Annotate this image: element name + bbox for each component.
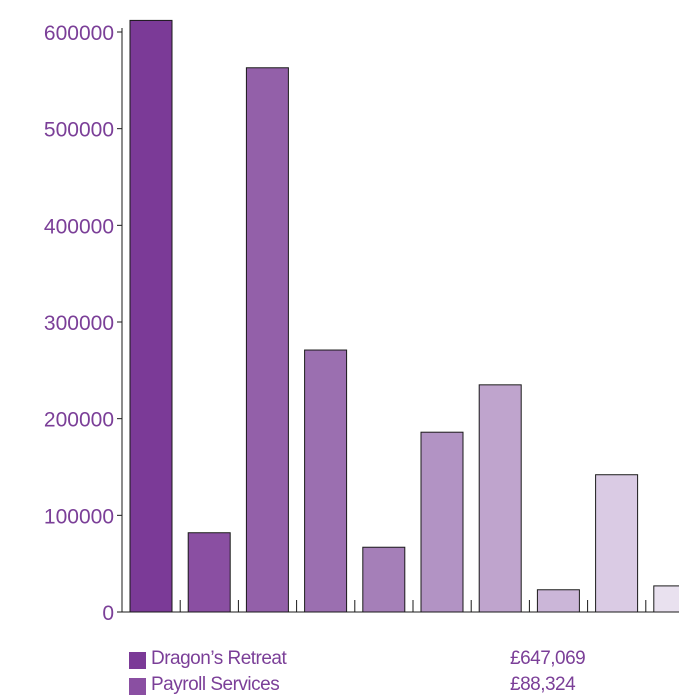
bar-chart: 0 100000 200000 300000 400000 500000 600000 — [44, 19, 679, 625]
bar — [536, 589, 580, 613]
bar — [420, 431, 464, 613]
y-tick-label: 300000 — [44, 312, 114, 335]
bars-group — [129, 19, 679, 613]
legend-swatch — [129, 678, 146, 695]
legend-value: £88,324 — [510, 674, 576, 695]
axes-group — [117, 28, 679, 613]
legend-label: Payroll Services — [151, 674, 280, 695]
legend-label: Dragon’s Retreat — [151, 648, 287, 669]
bar — [187, 532, 231, 613]
y-tick-label: 600000 — [44, 22, 114, 45]
legend-item: Payroll Services £88,324 — [129, 674, 679, 700]
legend-item: Dragon’s Retreat £647,069 — [129, 648, 679, 674]
bar — [129, 19, 173, 613]
legend-swatch — [129, 652, 146, 669]
legend-value: £647,069 — [510, 648, 586, 669]
bar — [245, 67, 289, 613]
legend: Dragon’s Retreat £647,069 Payroll Services… — [129, 648, 679, 700]
bar — [478, 384, 522, 613]
bar — [653, 585, 679, 613]
y-tick-label: 400000 — [44, 215, 114, 238]
bar — [304, 349, 348, 613]
y-axis-tick-labels: 0 100000 200000 300000 400000 500000 600000 — [44, 22, 114, 625]
bar — [595, 474, 639, 613]
y-tick-label: 200000 — [44, 409, 114, 432]
y-tick-label: 0 — [102, 602, 114, 625]
bar — [362, 546, 406, 613]
y-tick-label: 500000 — [44, 119, 114, 142]
y-tick-label: 100000 — [44, 505, 114, 528]
